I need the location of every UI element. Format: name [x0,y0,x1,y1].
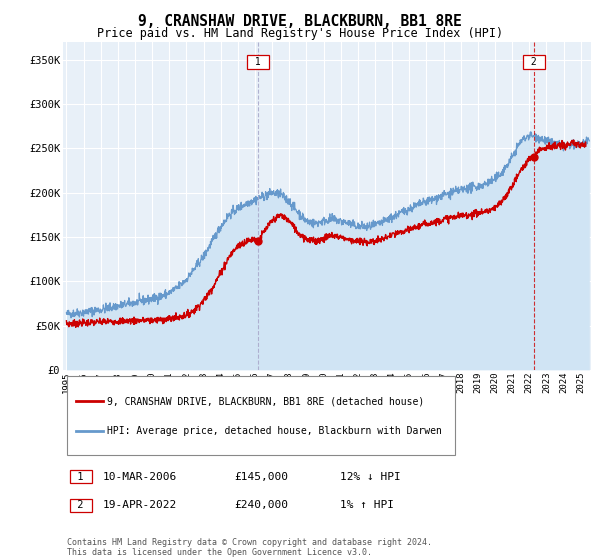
Text: £240,000: £240,000 [235,501,289,511]
Text: 12% ↓ HPI: 12% ↓ HPI [340,472,401,482]
Text: 10-MAR-2006: 10-MAR-2006 [103,472,177,482]
Text: 9, CRANSHAW DRIVE, BLACKBURN, BB1 8RE: 9, CRANSHAW DRIVE, BLACKBURN, BB1 8RE [138,14,462,29]
Text: HPI: Average price, detached house, Blackburn with Darwen: HPI: Average price, detached house, Blac… [107,426,442,436]
Text: £145,000: £145,000 [235,472,289,482]
Text: 2: 2 [525,57,543,67]
Text: Price paid vs. HM Land Registry's House Price Index (HPI): Price paid vs. HM Land Registry's House … [97,27,503,40]
Text: 19-APR-2022: 19-APR-2022 [103,501,177,511]
Text: 1% ↑ HPI: 1% ↑ HPI [340,501,394,511]
Text: 9, CRANSHAW DRIVE, BLACKBURN, BB1 8RE (detached house): 9, CRANSHAW DRIVE, BLACKBURN, BB1 8RE (d… [107,396,424,406]
FancyBboxPatch shape [67,376,455,455]
Text: Contains HM Land Registry data © Crown copyright and database right 2024.
This d: Contains HM Land Registry data © Crown c… [67,538,433,557]
Text: 1: 1 [71,472,90,482]
Text: 2: 2 [71,501,90,511]
Text: 1: 1 [249,57,267,67]
